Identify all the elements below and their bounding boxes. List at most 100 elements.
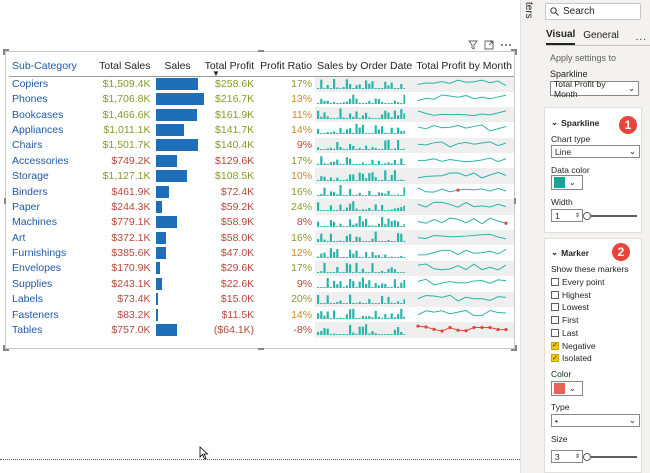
checkbox[interactable] — [551, 303, 559, 312]
table-row[interactable]: Copiers $1,509.4K $258.6K 17% — [9, 76, 514, 92]
chart-type-dropdown[interactable]: Line ⌄ — [551, 145, 640, 158]
marker-option-isolated[interactable]: ✓ Isolated — [551, 353, 592, 363]
checkbox[interactable] — [551, 316, 559, 325]
resize-handle[interactable] — [3, 345, 5, 351]
table-row[interactable]: Bookcases $1,466.6K $161.9K 11% — [9, 106, 514, 123]
marker-option-every-point[interactable]: Every point — [551, 277, 605, 287]
table-row[interactable]: Storage $1,127.1K $108.5K 10% — [9, 168, 514, 184]
width-slider-thumb[interactable] — [583, 212, 591, 220]
resize-handle[interactable] — [258, 50, 264, 52]
marker-option-highest[interactable]: Highest — [551, 290, 591, 300]
resize-handle[interactable] — [258, 348, 264, 350]
column-header-total-sales[interactable]: Total Sales — [99, 59, 151, 72]
data-color-picker[interactable]: ⌄ — [551, 175, 583, 190]
table-row[interactable]: Phones $1,706.8K $216.7K 13% — [9, 91, 514, 107]
column-header-sub-category[interactable]: Sub-Category — [12, 59, 77, 72]
marker-card-header[interactable]: ⌄ Marker — [551, 247, 589, 258]
spark-line — [418, 325, 507, 332]
column-header-total-profit[interactable]: Total Profit — [204, 59, 255, 72]
profit-sparkline — [418, 110, 507, 117]
marker-option-lowest[interactable]: Lowest — [551, 302, 589, 312]
checkbox[interactable] — [551, 290, 559, 299]
table-row[interactable]: Accessories $749.2K $129.6K 17% — [9, 153, 514, 169]
marker-option-last[interactable]: Last — [551, 328, 578, 338]
focus-mode-icon[interactable] — [484, 40, 494, 50]
resize-handle[interactable] — [515, 49, 517, 55]
spark-bar — [358, 281, 361, 289]
spark-bar — [355, 318, 358, 320]
marker-size-slider-thumb[interactable] — [583, 453, 591, 461]
resize-handle[interactable] — [3, 49, 5, 55]
spark-bar — [377, 302, 381, 304]
checkbox[interactable] — [551, 328, 559, 337]
spark-bar — [400, 195, 403, 197]
marker-color-picker[interactable]: ⌄ — [551, 381, 583, 396]
filters-pane-collapsed[interactable]: ters — [520, 0, 537, 473]
marker-size-slider[interactable] — [585, 456, 637, 458]
more-options-icon[interactable] — [500, 40, 512, 50]
marker-option-first[interactable]: First — [551, 315, 579, 325]
table-row[interactable]: Binders $461.9K $72.4K 16% — [9, 183, 514, 200]
column-header-sales-by-order-date[interactable]: Sales by Order Date — [317, 59, 413, 72]
sort-descending-icon[interactable]: ▼ — [212, 69, 220, 78]
table-row[interactable]: Appliances $1,011.1K $141.7K 14% — [9, 122, 514, 138]
chevron-down-icon: ⌄ — [569, 384, 576, 393]
search-input[interactable]: Search — [545, 3, 641, 20]
spark-bar — [381, 205, 384, 212]
marker-type-dropdown[interactable]: • ⌄ — [551, 414, 640, 427]
width-slider[interactable] — [585, 215, 637, 217]
table-row[interactable]: Chairs $1,501.7K $140.4K 9% — [9, 137, 514, 154]
table-row[interactable]: Envelopes $170.9K $29.6K 17% — [9, 260, 514, 277]
tab-general[interactable]: General — [583, 30, 619, 41]
cell-total-profit: ($64.1K) — [213, 324, 255, 337]
checkbox[interactable] — [551, 278, 559, 286]
spark-marker — [464, 328, 468, 332]
spark-bar — [374, 98, 377, 104]
spark-bar — [381, 295, 384, 304]
table-row[interactable]: Supplies $243.1K $22.6K 9% — [9, 276, 514, 292]
spark-bar — [329, 102, 333, 104]
marker-type-label: Type — [551, 402, 570, 412]
spark-bar — [374, 254, 377, 258]
spark-bar — [397, 256, 400, 258]
marker-option-negative[interactable]: ✓ Negative — [551, 341, 596, 351]
cell-profit-sparkline — [414, 276, 514, 292]
table-row[interactable]: Tables $757.0K ($64.1K) -8% — [9, 322, 514, 338]
tab-visual[interactable]: Visual — [546, 29, 576, 45]
marker-size-stepper[interactable]: 3 ⇕ — [551, 450, 583, 463]
width-stepper[interactable]: 1 ⇕ — [551, 209, 583, 222]
resize-handle[interactable] — [515, 345, 517, 351]
more-options-icon[interactable]: ... — [635, 31, 647, 43]
table-visual[interactable]: ▼ Sub-Category Total Sales Sales Total P… — [3, 40, 517, 351]
table-row[interactable]: Machines $779.1K $58.9K 8% — [9, 214, 514, 231]
resize-handle[interactable] — [3, 349, 9, 351]
table-row[interactable]: Art $372.1K $58.0K 16% — [9, 230, 514, 246]
spark-bar — [317, 294, 320, 304]
spark-line — [418, 233, 507, 240]
spark-marker — [440, 329, 444, 333]
filter-icon[interactable] — [468, 40, 478, 50]
checkbox[interactable]: ✓ — [551, 354, 559, 363]
table-row[interactable]: Paper $244.3K $59.2K 24% — [9, 199, 514, 215]
resize-handle[interactable] — [511, 349, 517, 351]
checkbox[interactable]: ✓ — [551, 341, 559, 350]
spark-bar — [368, 190, 371, 197]
table-row[interactable]: Fasteners $83.2K $11.5K 14% — [9, 306, 514, 323]
cell-sub-category: Art — [12, 231, 26, 244]
spark-bar — [345, 236, 349, 243]
spark-bar — [336, 87, 339, 89]
resize-handle[interactable] — [514, 198, 516, 204]
column-header-total-profit-by-month[interactable]: Total Profit by Month — [416, 59, 512, 72]
sparkline-dropdown[interactable]: Total Profit by Month ⌄ — [550, 79, 639, 99]
spark-bar — [390, 220, 393, 227]
spark-marker — [504, 221, 508, 225]
column-header-profit-ratio[interactable]: Profit Ratio — [260, 59, 313, 72]
sparkline-card-header[interactable]: ⌄ Sparkline — [551, 117, 599, 128]
resize-handle[interactable] — [3, 49, 9, 51]
spark-bar — [393, 148, 397, 150]
resize-handle[interactable] — [511, 49, 517, 51]
table-row[interactable]: Labels $73.4K $15.0K 20% — [9, 291, 514, 307]
resize-handle[interactable] — [4, 198, 6, 204]
column-header-sales[interactable]: Sales — [164, 59, 191, 72]
table-row[interactable]: Furnishings $385.6K $47.0K 12% — [9, 245, 514, 261]
